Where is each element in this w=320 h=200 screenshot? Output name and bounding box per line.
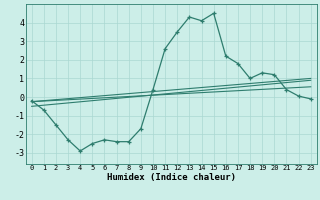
X-axis label: Humidex (Indice chaleur): Humidex (Indice chaleur) [107,173,236,182]
